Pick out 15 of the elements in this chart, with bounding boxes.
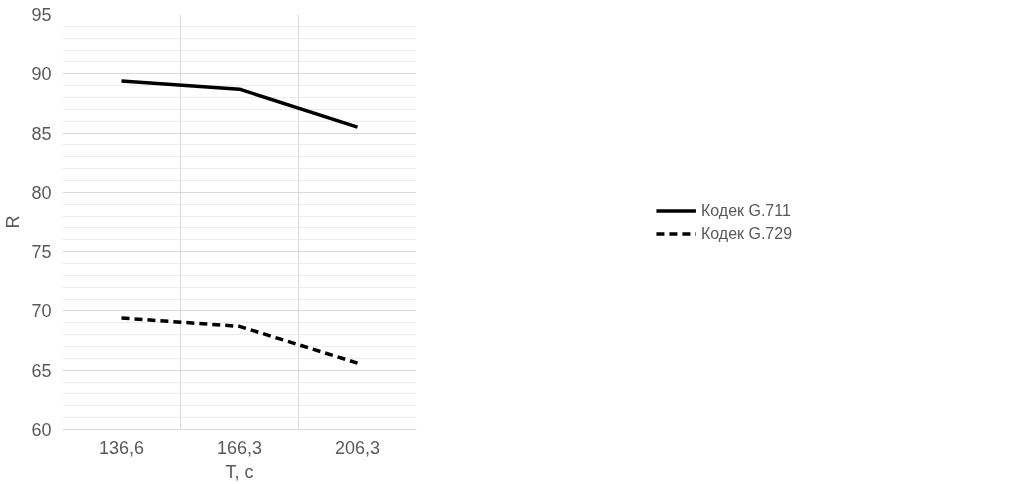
y-tick-label: 80 [31,182,52,203]
x-tick-label: 136,6 [98,437,145,458]
y-tick-label: 95 [31,5,52,25]
y-tick-label: 85 [31,123,52,144]
x-tick-label: 166,3 [216,437,263,458]
y-tick-label: 70 [31,301,52,322]
x-tick-label: 206,3 [334,437,381,458]
y-tick-label: 60 [31,420,52,440]
y-tick-label: 90 [31,64,52,85]
y-axis-title: R [3,215,24,229]
y-tick-label: 75 [31,242,52,263]
legend-label: Кодек G.729 [700,224,793,242]
legend-label: Кодек G.711 [700,201,791,219]
y-tick-label: 65 [31,360,52,381]
x-axis-title: T, с [225,461,254,482]
